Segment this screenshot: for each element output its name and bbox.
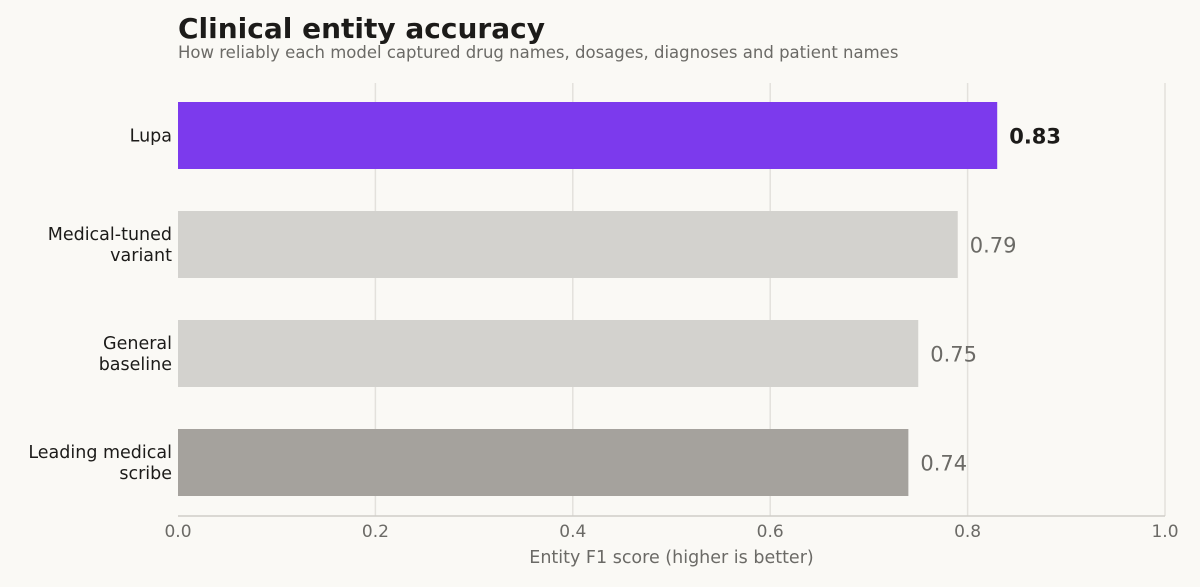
category-label: Medical-tuned [48,225,172,245]
bar [178,102,998,169]
category-label: variant [110,246,172,266]
bar [178,429,909,496]
category-label: scribe [119,464,172,484]
chart-title: Clinical entity accuracy [178,12,545,45]
x-tick-label: 1.0 [1151,522,1178,542]
chart-subtitle: How reliably each model captured drug na… [178,43,899,62]
bar [178,320,919,387]
category-label: General [103,334,172,354]
x-tick-label: 0.8 [954,522,981,542]
x-axis-label: Entity F1 score (higher is better) [529,548,813,568]
bar [178,211,958,278]
x-tick-label: 0.0 [164,522,191,542]
x-tick-label: 0.2 [362,522,389,542]
category-label: Lupa [130,127,172,147]
value-label: 0.79 [970,234,1017,258]
category-label: baseline [99,355,172,375]
value-label: 0.74 [920,452,967,476]
x-tick-label: 0.4 [559,522,586,542]
category-label: Leading medical [28,443,172,463]
value-label: 0.83 [1009,125,1061,149]
value-label: 0.75 [930,343,977,367]
x-tick-label: 0.6 [757,522,784,542]
